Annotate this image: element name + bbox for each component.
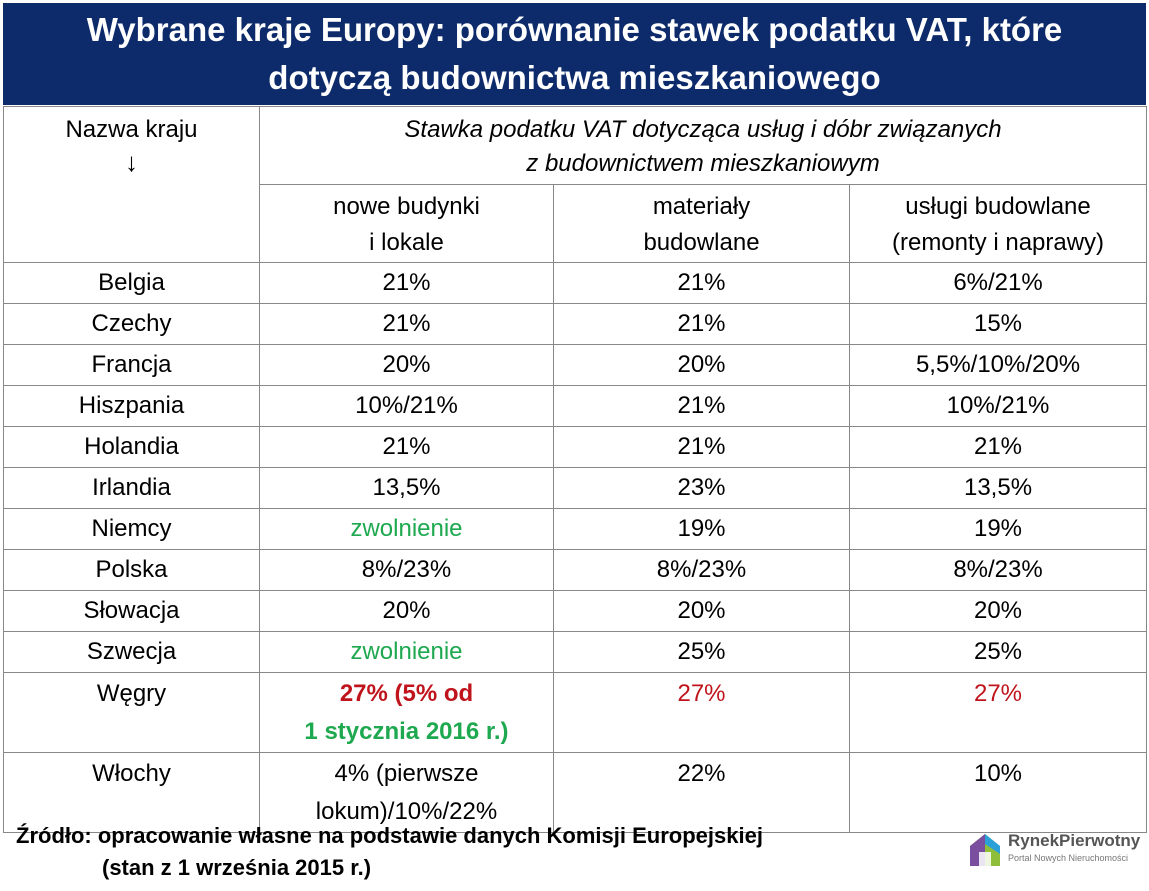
header-col2-line-2: budowlane bbox=[643, 229, 760, 256]
source-line-1: Źródło: opracowanie własne na podstawie … bbox=[16, 823, 763, 848]
source-line-2: (stan z 1 września 2015 r.) bbox=[102, 855, 372, 880]
rate-cell: 20% bbox=[553, 344, 850, 386]
country-cell: Holandia bbox=[3, 426, 260, 468]
logo-name: RynekPierwotny bbox=[1008, 831, 1141, 850]
vat-table: Nazwa kraju ↓ Stawka podatku VAT dotyczą… bbox=[3, 106, 1148, 833]
country-cell: Włochy bbox=[3, 752, 260, 833]
country-cell: Belgia bbox=[3, 262, 260, 304]
country-cell: Słowacja bbox=[3, 590, 260, 632]
header-col1-line-1: nowe budynki bbox=[333, 193, 480, 220]
rate-cell: 15% bbox=[848, 303, 1148, 345]
rate-cell-red: 27% bbox=[848, 672, 1148, 753]
table-row: Niemcy zwolnienie 19% 19% bbox=[3, 508, 1148, 550]
table-row: Włochy 4% (pierwsze lokum)/10%/22% 22% 1… bbox=[3, 752, 1148, 833]
logo: RynekPierwotny Portal Nowych Nieruchomoś… bbox=[966, 830, 1140, 870]
country-cell: Czechy bbox=[3, 303, 260, 345]
header-row-1: Nazwa kraju ↓ Stawka podatku VAT dotyczą… bbox=[3, 106, 1148, 263]
table-row: Holandia 21% 21% 21% bbox=[3, 426, 1148, 468]
header-group-line-2: z budownictwem mieszkaniowym bbox=[526, 150, 880, 177]
rate-cell: 20% bbox=[553, 590, 850, 632]
rate-cell: 21% bbox=[259, 426, 554, 468]
source-note: Źródło: opracowanie własne na podstawie … bbox=[16, 820, 763, 884]
rate-line: lokum)/10%/22% bbox=[315, 798, 498, 825]
arrow-down-icon: ↓ bbox=[125, 147, 138, 177]
rate-cell: 25% bbox=[553, 631, 850, 673]
header-country-label: Nazwa kraju bbox=[65, 116, 198, 143]
header-group-line-1: Stawka podatku VAT dotycząca usług i dób… bbox=[404, 116, 1002, 143]
rate-cell: 21% bbox=[259, 303, 554, 345]
rate-cell: 5,5%/10%/20% bbox=[848, 344, 1148, 386]
country-cell: Irlandia bbox=[3, 467, 260, 509]
rate-cell: 21% bbox=[553, 262, 850, 304]
title-line-2: dotyczą budownictwa mieszkaniowego bbox=[268, 59, 881, 96]
header-col-services: usługi budowlane (remonty i naprawy) bbox=[848, 184, 1148, 263]
header-group: Stawka podatku VAT dotycząca usług i dób… bbox=[258, 106, 1148, 185]
rate-cell-exempt: zwolnienie bbox=[259, 508, 554, 550]
rate-cell: 22% bbox=[553, 752, 850, 833]
rate-cell-red: 27% bbox=[553, 672, 850, 753]
rate-cell: 10%/21% bbox=[848, 385, 1148, 427]
table-row: Hiszpania 10%/21% 21% 10%/21% bbox=[3, 385, 1148, 427]
table-row-highlight: Polska 8%/23% 8%/23% 8%/23% bbox=[3, 549, 1148, 591]
rate-cell: 21% bbox=[848, 426, 1148, 468]
rate-cell: 20% bbox=[259, 344, 554, 386]
table-row: Irlandia 13,5% 23% 13,5% bbox=[3, 467, 1148, 509]
country-cell: Hiszpania bbox=[3, 385, 260, 427]
table-row: Belgia 21% 21% 6%/21% bbox=[3, 262, 1148, 304]
logo-tagline: Portal Nowych Nieruchomości bbox=[1008, 853, 1129, 863]
table-row: Czechy 21% 21% 15% bbox=[3, 303, 1148, 345]
country-cell: Polska bbox=[3, 549, 260, 591]
rate-cell-bold: 8%/23% bbox=[259, 549, 554, 591]
header-col-new-buildings: nowe budynki i lokale bbox=[259, 184, 554, 263]
table-row: Węgry 27% (5% od 1 stycznia 2016 r.) 27%… bbox=[3, 672, 1148, 753]
header-country: Nazwa kraju ↓ bbox=[3, 106, 260, 263]
country-cell: Węgry bbox=[3, 672, 260, 753]
rate-cell-multiline: 27% (5% od 1 stycznia 2016 r.) bbox=[259, 672, 554, 753]
rate-cell-exempt: zwolnienie bbox=[259, 631, 554, 673]
rate-cell: 6%/21% bbox=[848, 262, 1148, 304]
rate-cell: 23% bbox=[553, 467, 850, 509]
rate-cell: 13,5% bbox=[259, 467, 554, 509]
rate-cell: 21% bbox=[553, 426, 850, 468]
rate-cell: 21% bbox=[259, 262, 554, 304]
country-cell: Niemcy bbox=[3, 508, 260, 550]
page-title: Wybrane kraje Europy: porównanie stawek … bbox=[3, 3, 1146, 105]
country-cell: Francja bbox=[3, 344, 260, 386]
country-cell: Szwecja bbox=[3, 631, 260, 673]
rate-cell-bold: 8%/23% bbox=[848, 549, 1148, 591]
rate-cell: 19% bbox=[848, 508, 1148, 550]
house-logo-icon bbox=[970, 834, 1000, 866]
rate-cell: 13,5% bbox=[848, 467, 1148, 509]
rate-cell: 20% bbox=[848, 590, 1148, 632]
rate-line-green: 1 stycznia 2016 r.) bbox=[304, 718, 509, 745]
rate-cell: 20% bbox=[259, 590, 554, 632]
header-col1-line-2: i lokale bbox=[369, 229, 444, 256]
rate-cell: 25% bbox=[848, 631, 1148, 673]
header-col-materials: materiały budowlane bbox=[553, 184, 850, 263]
table-row: Szwecja zwolnienie 25% 25% bbox=[3, 631, 1148, 673]
header-col3-line-1: usługi budowlane bbox=[905, 193, 1091, 220]
title-line-1: Wybrane kraje Europy: porównanie stawek … bbox=[86, 11, 1063, 48]
table-row: Francja 20% 20% 5,5%/10%/20% bbox=[3, 344, 1148, 386]
rate-cell: 10%/21% bbox=[259, 385, 554, 427]
rate-cell: 19% bbox=[553, 508, 850, 550]
header-col3-line-2: (remonty i naprawy) bbox=[891, 229, 1105, 256]
rate-cell-bold: 8%/23% bbox=[553, 549, 850, 591]
table-row: Słowacja 20% 20% 20% bbox=[3, 590, 1148, 632]
rate-cell: 10% bbox=[848, 752, 1148, 833]
header-col2-line-1: materiały bbox=[652, 193, 751, 220]
rate-line-red: 27% (5% od bbox=[339, 680, 474, 707]
rate-cell: 21% bbox=[553, 303, 850, 345]
rate-line: 4% (pierwsze bbox=[334, 760, 479, 787]
rate-cell: 21% bbox=[553, 385, 850, 427]
